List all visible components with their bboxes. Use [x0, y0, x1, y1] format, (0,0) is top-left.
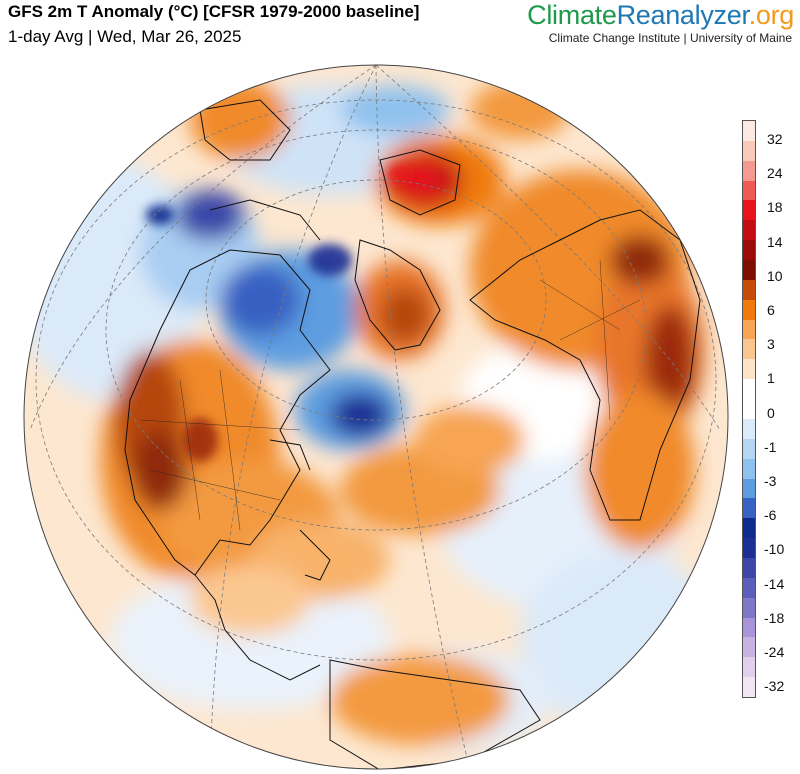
colorbar-label: 6	[767, 302, 775, 318]
colorbar-label: 1	[767, 370, 775, 387]
colorbar-segment	[743, 279, 755, 301]
map-subtitle: 1-day Avg | Wed, Mar 26, 2025	[8, 27, 242, 46]
borders	[139, 259, 641, 531]
colorbar-label: -6	[764, 507, 777, 524]
colorbar-segment	[743, 637, 755, 658]
colorbar-segment	[743, 418, 755, 440]
colorbar-label: -24	[764, 644, 785, 660]
colorbar-label: -1	[764, 438, 777, 455]
colorbar-segment	[743, 200, 755, 221]
colorbar-segment	[743, 260, 755, 281]
brand-logo-part3: .org	[748, 0, 795, 30]
brand-logo-part1: Climate	[527, 0, 617, 30]
colorbar-label: -3	[764, 473, 777, 489]
colorbar-segment	[743, 339, 755, 360]
graticule	[29, 65, 721, 769]
colorbar-segment	[743, 538, 755, 559]
colorbar-segment	[743, 220, 755, 241]
colorbar-segment	[743, 597, 755, 619]
colorbar-segment	[743, 557, 755, 579]
colorbar-segment	[743, 399, 755, 420]
colorbar-segment	[743, 657, 755, 678]
colorbar-segment	[743, 121, 755, 142]
colorbar-label: -32	[764, 678, 785, 695]
colorbar-label: 14	[767, 233, 783, 250]
colorbar-label: 24	[767, 165, 783, 182]
colorbar-label: 3	[767, 336, 775, 353]
brand-logo[interactable]: ClimateReanalyzer.org	[527, 0, 794, 31]
colorbar-segment	[743, 160, 755, 182]
colorbar-segment	[743, 319, 755, 340]
colorbar-segment	[743, 299, 755, 321]
colorbar-segment	[743, 478, 755, 499]
colorbar-label: -18	[764, 609, 785, 626]
colorbar-segment	[743, 498, 755, 519]
colorbar-segment	[743, 379, 755, 400]
brand-logo-part2: Reanalyzer	[616, 0, 749, 30]
colorbar-segment	[743, 677, 755, 698]
colorbar	[742, 120, 756, 698]
colorbar-segment	[743, 617, 755, 638]
colorbar-segment	[743, 438, 755, 460]
colorbar-label: 0	[767, 404, 775, 421]
colorbar-label: -14	[764, 575, 785, 592]
colorbar-label: 32	[767, 131, 783, 147]
colorbar-segment	[743, 180, 755, 201]
colorbar-segment	[743, 359, 755, 380]
colorbar-segment	[743, 140, 755, 162]
affiliation-text: Climate Change Institute | University of…	[548, 31, 792, 45]
colorbar-segment	[743, 518, 755, 539]
globe-content	[24, 65, 728, 769]
colorbar-label: -10	[764, 541, 785, 558]
colorbar-segment	[743, 577, 755, 599]
colorbar-segment	[743, 458, 755, 479]
colorbar-label: 18	[767, 199, 783, 216]
coastlines	[124, 99, 701, 769]
map-title: GFS 2m T Anomaly (°C) [CFSR 1979-2000 ba…	[8, 2, 420, 21]
colorbar-label: 10	[767, 267, 783, 284]
globe-outline	[23, 64, 729, 770]
colorbar-segment	[743, 240, 755, 261]
anomaly-detail	[146, 165, 412, 462]
